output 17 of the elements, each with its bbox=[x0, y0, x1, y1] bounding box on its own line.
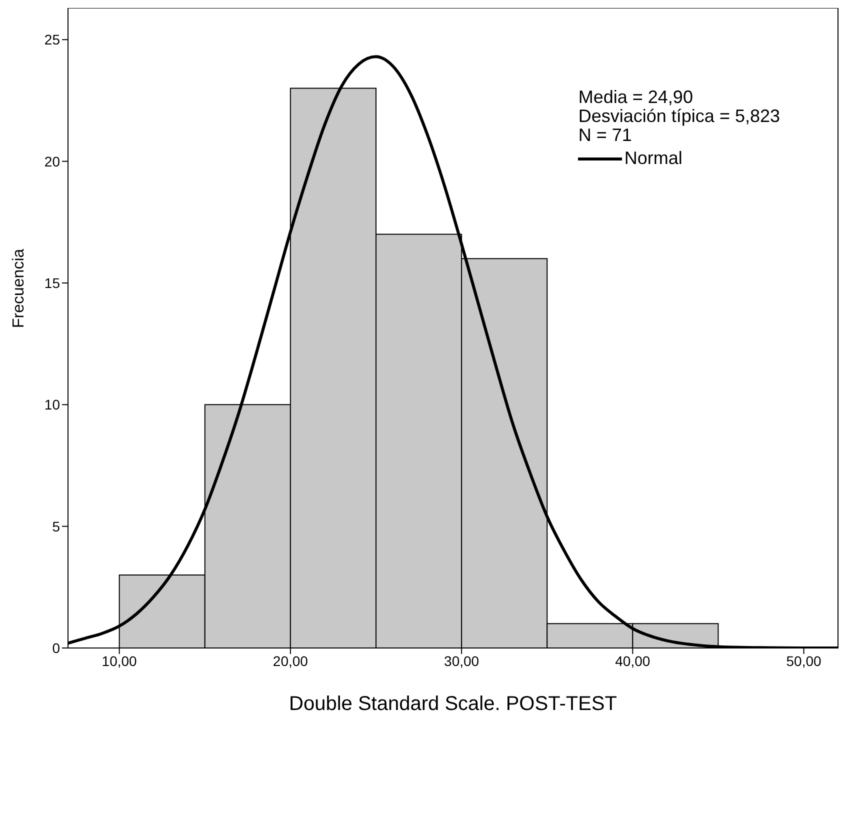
x-axis-title: Double Standard Scale. POST-TEST bbox=[289, 693, 617, 715]
y-tick-label: 25 bbox=[44, 32, 60, 48]
annotation: Media = 24,90 bbox=[578, 87, 694, 107]
y-tick-label: 10 bbox=[44, 396, 60, 413]
x-tick-label: 10,00 bbox=[102, 652, 138, 669]
x-tick-label: 40,00 bbox=[615, 652, 650, 669]
legend-label: Normal bbox=[624, 148, 682, 168]
y-tick-label: 15 bbox=[44, 274, 60, 291]
y-axis-title: Frecuencia bbox=[10, 248, 28, 328]
y-tick-label: 20 bbox=[44, 153, 60, 170]
y-tick-label: 0 bbox=[52, 640, 60, 656]
x-tick-label: 50,00 bbox=[786, 652, 822, 669]
y-tick-label: 5 bbox=[52, 518, 60, 534]
annotation: N = 71 bbox=[578, 125, 633, 145]
annotation: Desviación típica = 5,823 bbox=[578, 106, 780, 126]
x-tick-label: 30,00 bbox=[444, 652, 480, 669]
x-tick-label: 20,00 bbox=[272, 652, 308, 669]
